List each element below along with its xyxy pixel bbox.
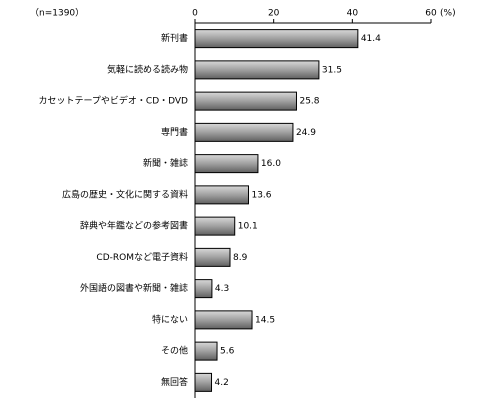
x-tick-label: 0 [192,9,198,19]
bar [194,185,249,205]
value-label: 10.1 [238,222,258,232]
category-label: 無回答 [161,376,188,388]
bar [194,29,359,49]
bar [194,60,320,80]
sample-size-note: （n=1390） [30,8,84,19]
category-label: 特にない [152,313,188,325]
category-label: 外国語の図書や新聞・雑誌 [80,282,188,294]
bar [194,154,259,174]
value-label: 4.3 [215,284,229,294]
category-label: 辞典や年鑑などの参考図書 [80,220,188,232]
value-label: 13.6 [251,190,271,200]
bar [194,341,218,361]
bar [194,91,297,111]
value-label: 14.5 [255,315,275,325]
value-label: 25.8 [299,97,319,107]
category-label: CD-ROMなど電子資料 [96,251,188,263]
bar [194,279,213,299]
bar [194,216,236,236]
x-tick-label: 60 [425,9,437,19]
category-label: その他 [161,345,188,357]
x-tick-label: 20 [268,9,280,19]
value-label: 41.4 [361,34,381,44]
category-label: 広島の歴史・文化に関する資料 [62,188,188,200]
value-label: 4.2 [215,378,229,388]
value-label: 24.9 [296,128,316,138]
value-label: 16.0 [261,159,281,169]
unit-label: (%) [440,9,456,19]
category-label: カセットテープやビデオ・CD・DVD [38,95,188,107]
x-tick-label: 40 [347,9,359,19]
category-label: 専門書 [161,126,188,138]
bar [194,372,213,392]
category-label: 新刊書 [161,32,188,44]
bar [194,310,253,330]
value-label: 8.9 [233,253,248,263]
value-label: 5.6 [220,347,235,357]
value-label: 31.5 [322,65,342,75]
bar [194,247,231,267]
category-label: 気軽に読める読み物 [107,63,188,75]
category-label: 新聞・雑誌 [143,157,188,169]
bar [194,122,294,142]
